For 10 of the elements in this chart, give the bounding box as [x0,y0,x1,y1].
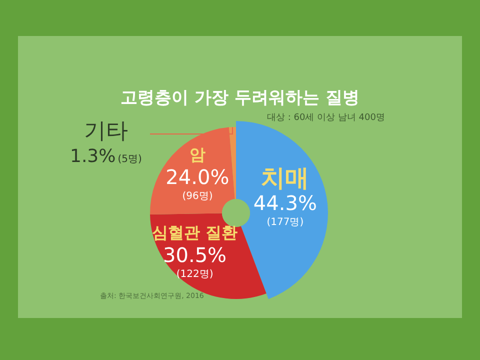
slice-label: 치매 [261,164,310,192]
data-label: 44.3% (177명) [253,191,317,228]
data-label: 30.5% (122명) [163,243,227,280]
slice-label: 암 [189,145,206,164]
data-label: 24.0% (96명) [166,165,230,202]
chart-subtitle: 대상 : 60세 이상 남녀 400명 [267,113,385,123]
data-label: 1.3%(5명) [70,146,142,167]
slice-label: 심혈관 질환 [152,223,238,242]
slice-label: 기타 [84,119,128,144]
chart-title: 고령층이 가장 두려워하는 질병 [120,88,360,108]
